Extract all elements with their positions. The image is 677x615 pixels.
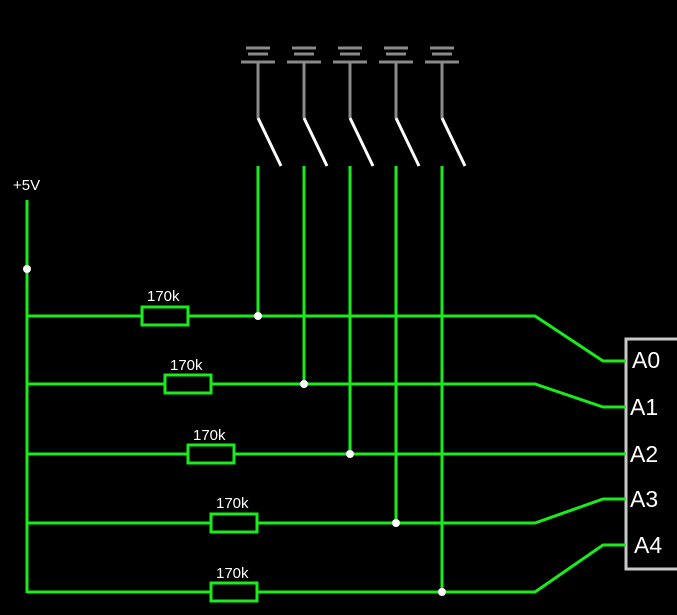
pin-label-a3: A3 bbox=[630, 486, 658, 512]
resistor-0 bbox=[140, 305, 190, 327]
supply-label: +5V bbox=[13, 177, 40, 194]
resistor-label-4: 170k bbox=[216, 565, 249, 582]
junction-dot bbox=[254, 312, 262, 320]
pin-label-a1: A1 bbox=[630, 394, 658, 420]
junction-dot bbox=[392, 519, 400, 527]
junction-dot bbox=[346, 450, 354, 458]
switch-blade bbox=[440, 117, 467, 167]
switch-blade bbox=[302, 117, 329, 167]
switch-blade bbox=[394, 117, 421, 167]
pin-label-a4: A4 bbox=[634, 532, 662, 558]
switch-1 bbox=[287, 46, 329, 388]
row-3: 170k A3 bbox=[27, 486, 658, 534]
switch-2 bbox=[333, 46, 375, 458]
row-4: 170k A4 bbox=[27, 532, 662, 603]
row-2: 170k A2 bbox=[27, 427, 658, 467]
resistor-label-3: 170k bbox=[216, 495, 249, 512]
junction-dot bbox=[300, 380, 308, 388]
resistor-label-0: 170k bbox=[147, 288, 180, 305]
switch-4 bbox=[425, 46, 467, 596]
wire bbox=[188, 314, 626, 363]
switch-blade bbox=[256, 117, 283, 167]
resistor-1 bbox=[163, 373, 213, 395]
row-0: 170k A0 bbox=[27, 288, 660, 373]
resistor-3 bbox=[209, 512, 259, 534]
switch-3 bbox=[379, 46, 421, 527]
switch-0 bbox=[241, 46, 283, 320]
junction-dot bbox=[438, 588, 446, 596]
wire bbox=[257, 543, 626, 594]
wire bbox=[211, 382, 626, 409]
pin-label-a0: A0 bbox=[632, 347, 660, 373]
resistor-4 bbox=[209, 581, 259, 603]
resistor-label-2: 170k bbox=[193, 427, 226, 444]
pin-label-a2: A2 bbox=[630, 441, 658, 467]
row-1: 170k A1 bbox=[27, 357, 658, 420]
switch-blade bbox=[348, 117, 375, 167]
supply-junction bbox=[23, 265, 31, 273]
resistor-label-1: 170k bbox=[170, 357, 203, 374]
resistor-2 bbox=[186, 443, 236, 465]
